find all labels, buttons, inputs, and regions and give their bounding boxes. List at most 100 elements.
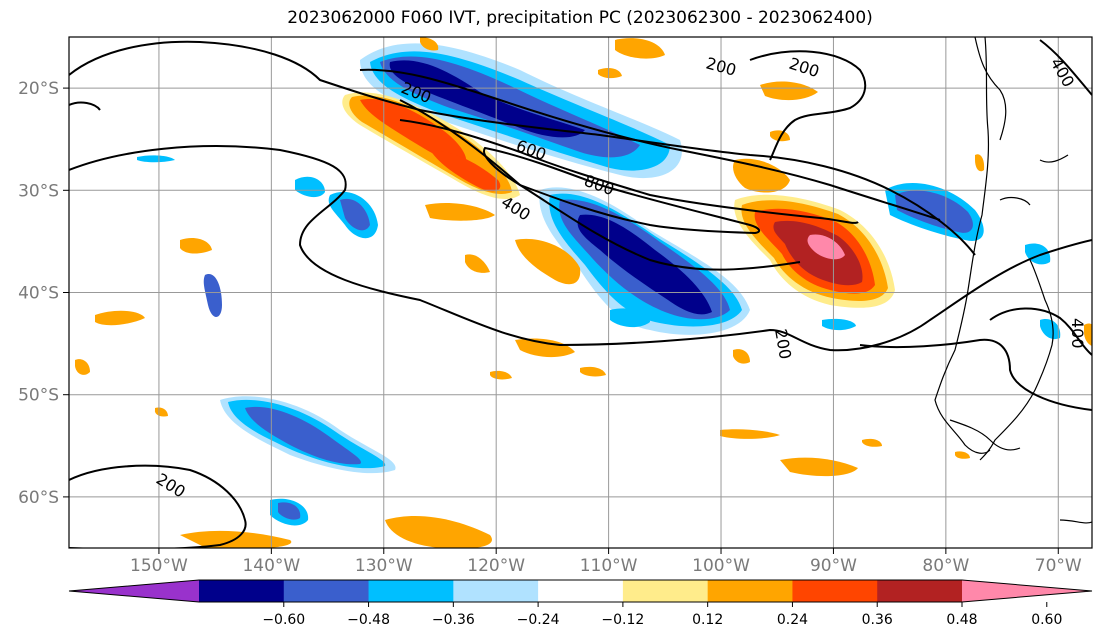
positive-patch-11 (615, 38, 665, 59)
lat-tick-label-3: 50°S (18, 386, 59, 406)
lat-tick-label-1: 30°S (18, 181, 59, 201)
positive-patch-14 (490, 370, 512, 380)
positive-streak-3 (430, 150, 501, 192)
coastline-chile (934, 37, 991, 454)
colorbar-outline (68, 579, 1093, 603)
positive-patch-13 (598, 68, 622, 79)
ivt-label-10: 400 (1068, 318, 1087, 349)
colorbar-extend-high (962, 580, 1092, 602)
colorbar-tick-label-0: −0.60 (262, 612, 305, 628)
ivt-contours (69, 39, 1092, 548)
lat-tick-label-4: 60°S (18, 488, 59, 508)
ivt-contour-200-outer (69, 145, 1092, 352)
positive-patch-2 (425, 203, 495, 221)
colorbar-segment-3 (453, 580, 539, 602)
positive-patch-12 (420, 37, 439, 51)
negative-band-central-3 (577, 214, 712, 315)
colorbar-tick-label-1: −0.48 (347, 612, 390, 628)
positive-patch-10 (760, 81, 818, 101)
ivt-contour-200-ne (749, 50, 867, 161)
negative-patch-small-4 (203, 274, 222, 318)
lon-tick-label-0: 150°W (130, 556, 188, 576)
lat-tick-label-0: 20°S (18, 79, 59, 99)
negative-patch-small-3 (295, 176, 325, 198)
colorbar-extend-low (69, 580, 199, 602)
positive-patch-16 (733, 349, 750, 364)
positive-streak-2 (360, 99, 467, 165)
ivt-contour-800 (483, 146, 761, 235)
positive-patch-6 (385, 515, 492, 548)
positive-patch-18 (75, 359, 90, 375)
positive-patch-5 (180, 238, 212, 254)
ivt-contour-200-east (859, 338, 1092, 411)
ivt-contour-400-ne (1039, 39, 1092, 96)
colorbar-tick-label-6: 0.24 (777, 612, 808, 628)
negative-patch-small-10 (822, 318, 856, 331)
positive-patch-3 (515, 338, 575, 358)
colorbar-tick-label-9: 0.60 (1031, 612, 1062, 628)
coastline-tierra-del-fuego (949, 419, 1092, 524)
positive-patch-17 (465, 254, 490, 273)
positive-patch-15 (580, 366, 606, 377)
lon-tick-label-5: 100°W (692, 556, 750, 576)
ivt-contour-400-se (989, 307, 1092, 356)
colorbar-segment-5 (622, 580, 709, 602)
lon-tick-label-8: 70°W (1035, 556, 1082, 576)
colorbar-tick-label-5: 0.12 (692, 612, 723, 628)
negative-patch-small-7 (610, 308, 650, 328)
positive-patch-9 (720, 429, 780, 439)
positive-patch-8 (780, 457, 858, 477)
ivt-contour-small (69, 101, 101, 111)
negative-patch-southwest-2 (245, 406, 361, 465)
positive-patch-4 (95, 310, 145, 326)
colorbar-segment-8 (877, 580, 963, 602)
coastline-argentina (979, 154, 1069, 461)
positive-patch-23 (862, 438, 882, 447)
positive-patch-north-1 (733, 158, 790, 193)
precip-pc-field (75, 37, 1092, 548)
ivt-contour-600 (399, 119, 859, 224)
colorbar-segment-6 (707, 580, 793, 602)
colorbar-tick-label-4: −0.12 (601, 612, 644, 628)
lon-tick-label-1: 140°W (242, 556, 300, 576)
positive-patch-main-4 (807, 234, 845, 260)
colorbar: −0.60 −0.48 −0.36 −0.24 −0.12 0.12 0.24 0.36 0.4… (68, 579, 1093, 628)
negative-patch-small-2 (340, 198, 370, 231)
latitude-ticks: 20°S 30°S 40°S 50°S 60°S (18, 79, 69, 508)
lon-tick-label-2: 130°W (355, 556, 413, 576)
lon-tick-label-7: 80°W (922, 556, 969, 576)
negative-patch-small-11 (137, 155, 175, 163)
colorbar-tick-label-8: 0.48 (946, 612, 977, 628)
lat-tick-label-2: 40°S (18, 284, 59, 304)
lon-tick-label-6: 90°W (810, 556, 857, 576)
colorbar-segment-2 (368, 580, 454, 602)
colorbar-tick-label-2: −0.36 (432, 612, 475, 628)
positive-patch-19 (154, 407, 168, 417)
colorbar-segment-0 (199, 580, 285, 602)
ivt-contour-200-south (69, 464, 247, 548)
positive-patch-24 (955, 451, 970, 459)
negative-band-north-3 (389, 60, 585, 138)
positive-patch-20 (1084, 323, 1092, 346)
negative-patch-east-1 (895, 190, 973, 233)
colorbar-tick-label-7: 0.36 (862, 612, 893, 628)
colorbar-segment-1 (283, 580, 370, 602)
ivt-contour-400-inner (399, 99, 801, 271)
colorbar-segment-7 (792, 580, 878, 602)
coastline (934, 37, 1092, 524)
lon-tick-label-4: 110°W (580, 556, 638, 576)
ivt-contour-200-north (69, 40, 976, 256)
colorbar-tick-label-3: −0.24 (517, 612, 560, 628)
graticule (69, 37, 1092, 548)
negative-patch-small-9 (1040, 319, 1061, 340)
positive-patch-1 (515, 238, 581, 285)
chart-title: 2023062000 F060 IVT, precipitation PC (2… (287, 8, 873, 28)
coastline-andes (974, 37, 1031, 206)
positive-patch-22 (975, 154, 985, 172)
longitude-ticks: 150°W 140°W 130°W 120°W 110°W 100°W 90°W 80°W 70… (130, 548, 1082, 576)
lon-tick-label-3: 120°W (467, 556, 525, 576)
ivt-contour-400 (359, 68, 941, 221)
colorbar-segment-4 (538, 580, 624, 602)
negative-patch-small-6 (278, 502, 301, 520)
